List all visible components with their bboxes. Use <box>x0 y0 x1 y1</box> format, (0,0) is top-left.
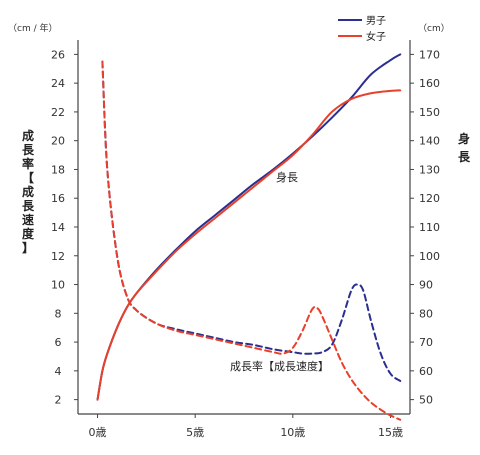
right-tick-label: 150 <box>419 106 440 119</box>
left-tick-label: 8 <box>55 307 62 320</box>
x-tick-label: 5歳 <box>186 426 204 439</box>
right-axis-title-char: 身 <box>458 131 470 146</box>
left-axis-title-char: 成 <box>22 184 34 199</box>
legend: 男子 女子 <box>338 15 386 43</box>
left-tick-label: 16 <box>51 192 65 205</box>
left-tick-label: 26 <box>51 48 65 61</box>
left-tick-label: 12 <box>51 250 65 263</box>
right-tick-label: 120 <box>419 192 440 205</box>
right-tick-label: 170 <box>419 48 440 61</box>
left-axis-title-char: 率 <box>22 156 34 171</box>
velocity-annotation: 成長率【成長速度】 <box>230 359 329 373</box>
x-tick-label: 15歳 <box>378 426 403 439</box>
left-axis-title-char: 】 <box>22 240 34 255</box>
series-girls-velocity-line <box>101 60 402 421</box>
left-axis-title-char: 度 <box>22 226 35 241</box>
right-tick-label: 160 <box>419 77 440 90</box>
left-axis-unit: （cm / 年） <box>8 22 57 34</box>
right-tick-label: 70 <box>419 336 433 349</box>
series-boys-velocity-line <box>101 60 402 382</box>
right-tick-label: 110 <box>419 221 440 234</box>
left-tick-label: 22 <box>51 106 65 119</box>
right-axis-unit: （cm） <box>418 23 450 34</box>
x-tick-label: 0歳 <box>89 426 107 439</box>
left-tick-label: 20 <box>51 135 65 148</box>
right-tick-label: 50 <box>419 394 433 407</box>
left-tick-label: 10 <box>51 279 65 292</box>
left-tick-label: 18 <box>51 163 65 176</box>
left-axis-title-char: 長 <box>22 142 35 157</box>
left-tick-label: 6 <box>55 336 62 349</box>
left-tick-label: 2 <box>55 394 62 407</box>
right-tick-label: 80 <box>419 307 433 320</box>
left-axis-title-char: 【 <box>22 170 34 185</box>
right-tick-label: 140 <box>419 135 440 148</box>
left-tick-label: 24 <box>51 77 65 90</box>
left-axis-title: 成長率【成長速度】 <box>22 128 35 255</box>
right-axis-title-char: 長 <box>458 149 471 164</box>
right-tick-label: 90 <box>419 279 433 292</box>
left-tick-label: 4 <box>55 365 62 378</box>
legend-label-boys: 男子 <box>366 15 386 27</box>
series-girls-height-line <box>96 89 402 401</box>
height-annotation: 身長 <box>276 170 298 184</box>
right-tick-label: 130 <box>419 163 440 176</box>
x-tick-label: 10歳 <box>280 426 305 439</box>
right-axis-ticks: 50 60 70 80 90 100 110 120 130 140 150 160 170 <box>410 48 440 407</box>
right-tick-label: 60 <box>419 365 433 378</box>
left-axis-title-char: 速 <box>22 212 34 227</box>
right-axis-title: 身長 <box>458 131 471 164</box>
left-axis-title-char: 長 <box>22 198 35 213</box>
left-axis-title-char: 成 <box>22 128 34 143</box>
right-tick-label: 100 <box>419 250 440 263</box>
series-boys-height-line <box>96 53 402 401</box>
legend-label-girls: 女子 <box>366 30 386 43</box>
left-tick-label: 14 <box>51 221 65 234</box>
series-layer <box>96 53 402 421</box>
x-axis-ticks: 0歳 5歳 10歳 15歳 <box>89 414 403 439</box>
